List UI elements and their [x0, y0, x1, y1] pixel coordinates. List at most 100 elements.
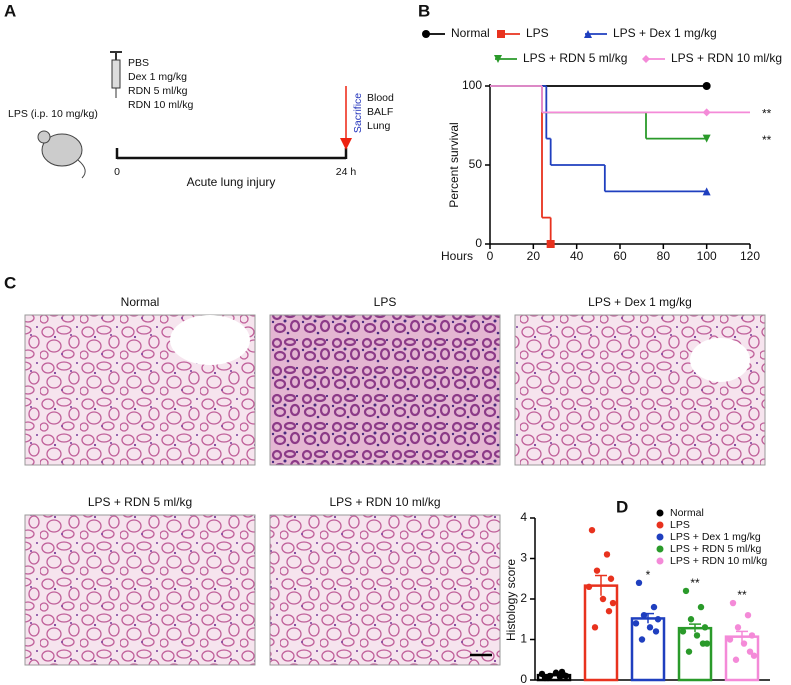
- legend-label: Normal: [451, 26, 490, 40]
- x-tick-label: 40: [570, 249, 584, 263]
- sacrifice-label: Sacrifice: [352, 93, 364, 133]
- marker: [702, 187, 711, 196]
- marker: [642, 55, 650, 63]
- data-point: [734, 624, 742, 631]
- image-title: LPS + RDN 10 ml/kg: [329, 495, 440, 509]
- data-point: [544, 674, 552, 682]
- significance: **: [690, 576, 700, 590]
- image-title: LPS: [374, 295, 397, 309]
- data-point: [635, 579, 643, 586]
- marker: [702, 82, 711, 90]
- sample-label: BALF: [367, 106, 393, 118]
- data-point: [646, 624, 654, 631]
- sample-label: Lung: [367, 120, 391, 132]
- marker: [422, 30, 430, 38]
- data-point: [654, 616, 662, 623]
- data-point: [746, 648, 754, 655]
- legend-marker: [656, 509, 664, 517]
- marker: [497, 30, 505, 38]
- drug-label: Dex 1 mg/kg: [128, 71, 187, 83]
- panel-label: D: [616, 497, 628, 516]
- panel-label: B: [418, 1, 430, 20]
- x-tick-label: 20: [527, 249, 541, 263]
- data-point: [538, 670, 546, 678]
- marker: [702, 108, 711, 117]
- data-point: [638, 636, 646, 643]
- y-tick-label: 0: [520, 672, 527, 685]
- data-point: [687, 616, 695, 623]
- data-point: [607, 575, 615, 582]
- legend-label: LPS: [670, 519, 690, 531]
- x-tick-label: 80: [657, 249, 671, 263]
- x-axis-label: Hours: [441, 249, 473, 263]
- histology-image: [269, 314, 501, 466]
- drug-label: PBS: [128, 57, 149, 69]
- data-point: [652, 628, 660, 635]
- data-point: [605, 607, 613, 615]
- data-point: [744, 612, 752, 619]
- legend-label: LPS + RDN 5 ml/kg: [523, 51, 627, 65]
- significance: **: [737, 588, 747, 602]
- significance: *: [646, 568, 651, 582]
- legend-label: LPS + RDN 10 ml/kg: [671, 51, 782, 65]
- airspace: [170, 315, 250, 365]
- data-point: [603, 551, 611, 558]
- mouse-icon: [37, 130, 86, 179]
- legend-label: LPS: [526, 26, 549, 40]
- y-tick-label: 0: [475, 236, 482, 250]
- data-point: [558, 668, 566, 676]
- marker: [546, 240, 555, 248]
- marker: [584, 30, 592, 38]
- data-point: [703, 640, 711, 647]
- legend-label: LPS + Dex 1 mg/kg: [613, 26, 717, 40]
- drug-label: RDN 10 ml/kg: [128, 99, 194, 111]
- image-title: LPS + Dex 1 mg/kg: [588, 295, 692, 309]
- data-point: [701, 624, 709, 631]
- data-point: [697, 603, 705, 611]
- legend-marker: [656, 545, 664, 553]
- image-title: LPS + RDN 5 ml/kg: [88, 495, 192, 509]
- y-tick-label: 2: [520, 591, 527, 605]
- data-point: [750, 652, 758, 659]
- data-point: [682, 587, 690, 595]
- histology-image: [269, 514, 501, 666]
- airspace: [690, 338, 750, 382]
- data-point: [732, 656, 740, 663]
- marker: [494, 55, 502, 63]
- y-tick-label: 3: [520, 551, 527, 565]
- legend-marker: [656, 533, 664, 541]
- data-point: [679, 628, 687, 635]
- data-point: [599, 595, 607, 603]
- x-tick-label: 0: [487, 249, 494, 263]
- sacrifice-arrow: [340, 86, 352, 150]
- data-point: [609, 599, 617, 607]
- marker: [702, 134, 711, 143]
- y-tick-label: 4: [520, 510, 527, 524]
- y-axis-label: Percent survival: [447, 122, 461, 207]
- y-tick-label: 1: [520, 632, 527, 646]
- histology-image: [514, 314, 766, 466]
- legend-label: LPS + RDN 10 ml/kg: [670, 555, 767, 567]
- legend-marker: [656, 521, 664, 529]
- data-point: [585, 583, 593, 591]
- drug-label: RDN 5 ml/kg: [128, 85, 188, 97]
- y-tick-label: 50: [469, 157, 483, 171]
- legend-label: Normal: [670, 507, 704, 519]
- x-tick-label: 60: [613, 249, 627, 263]
- data-point: [740, 640, 748, 647]
- time-label: 0: [114, 166, 120, 178]
- y-axis-label: Histology score: [504, 559, 518, 641]
- timeline-label: Acute lung injury: [187, 175, 276, 189]
- data-point: [593, 567, 601, 574]
- significance: **: [762, 107, 772, 121]
- data-point: [693, 632, 701, 639]
- panel-label: C: [4, 273, 16, 292]
- timeline: [115, 148, 348, 160]
- data-point: [685, 648, 693, 655]
- legend-label: LPS + RDN 5 ml/kg: [670, 543, 761, 555]
- legend-marker: [656, 557, 664, 565]
- time-label: 24 h: [336, 166, 357, 178]
- legend-label: LPS + Dex 1 mg/kg: [670, 531, 761, 543]
- histology-image: [24, 514, 256, 666]
